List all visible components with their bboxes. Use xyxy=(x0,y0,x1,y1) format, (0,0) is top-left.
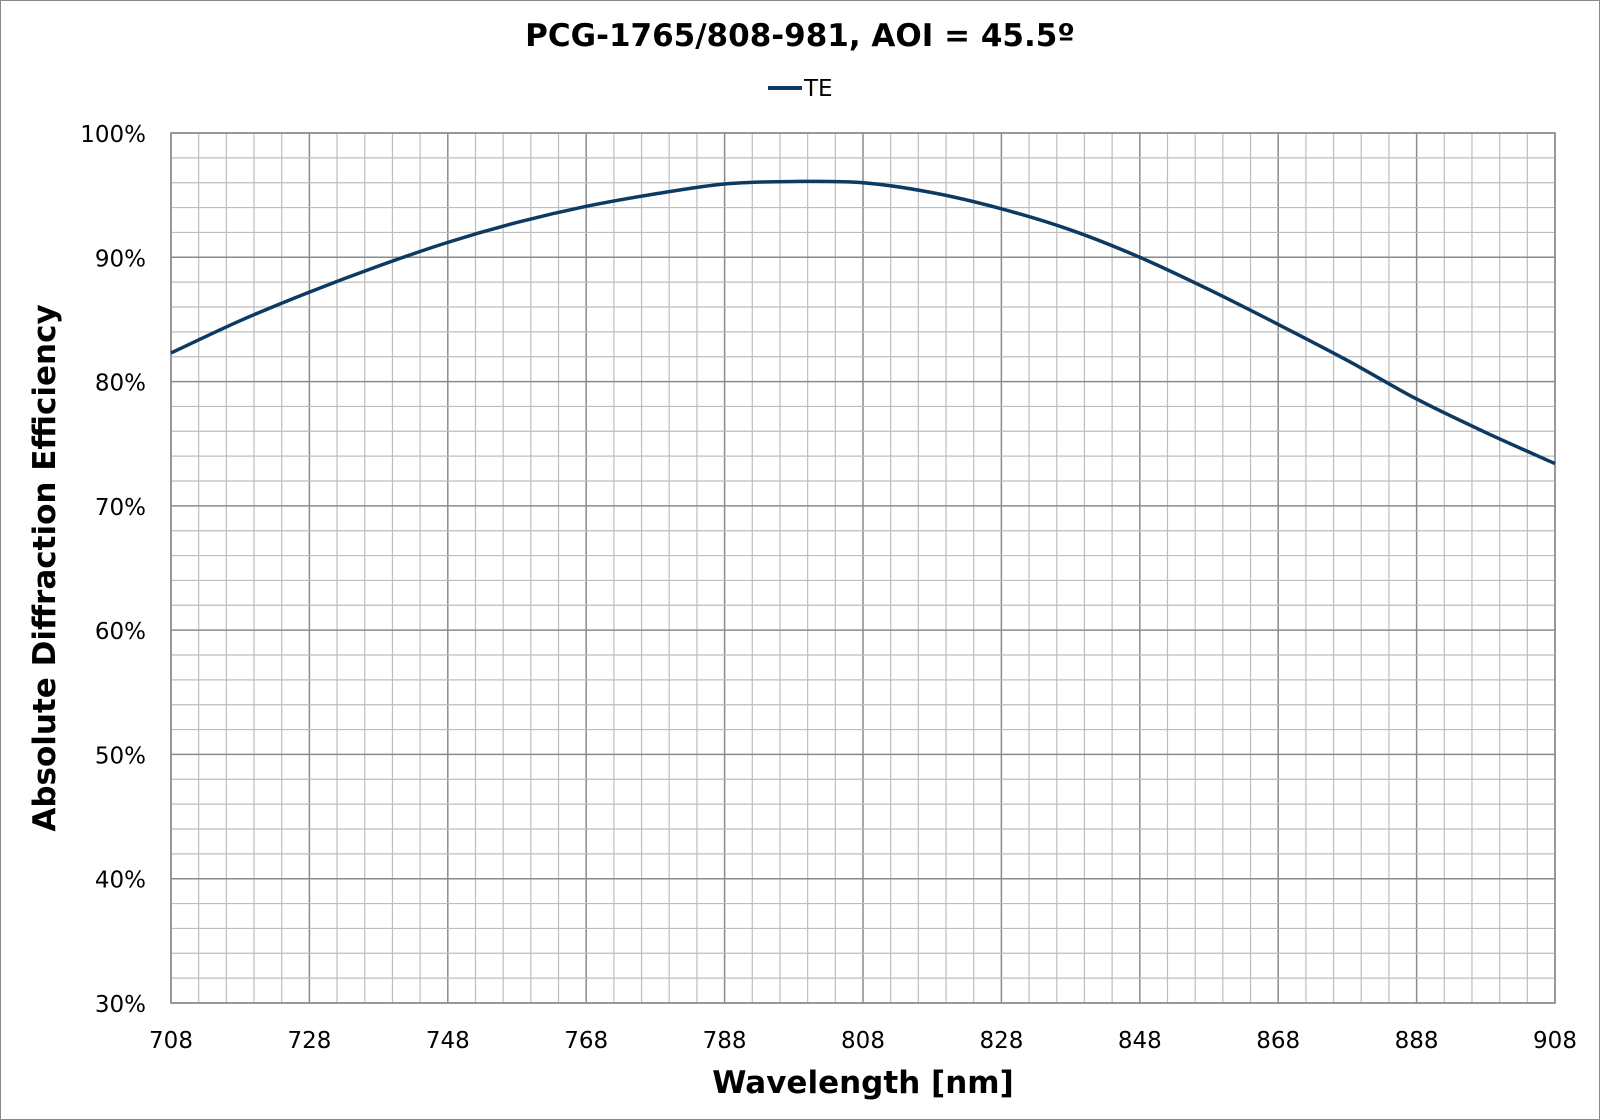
x-tick-label: 908 xyxy=(1533,1028,1577,1054)
x-tick-label: 828 xyxy=(979,1028,1023,1054)
series-layer xyxy=(170,179,1556,466)
legend-label-te: TE xyxy=(803,76,833,102)
x-tick-label: 888 xyxy=(1395,1028,1439,1054)
y-tick-label: 90% xyxy=(95,246,146,272)
y-tick-label: 50% xyxy=(95,743,146,769)
y-tick-label: 80% xyxy=(95,371,146,397)
x-tick-label: 848 xyxy=(1118,1028,1162,1054)
x-tick-label: 868 xyxy=(1256,1028,1300,1054)
chart-title: PCG-1765/808-981, AOI = 45.5º xyxy=(525,18,1075,54)
x-tick-labels: 708 728 748 768 788 808 828 848 868 888 908 xyxy=(149,1028,1577,1054)
series-line-te xyxy=(170,179,1556,466)
x-tick-label: 808 xyxy=(841,1028,885,1054)
x-tick-label: 708 xyxy=(149,1028,193,1054)
plot-area-border xyxy=(170,132,1556,1004)
x-axis-label: Wavelength [nm] xyxy=(712,1065,1014,1101)
x-tick-label: 748 xyxy=(426,1028,470,1054)
grid xyxy=(170,132,1556,1004)
y-tick-label: 100% xyxy=(80,122,146,148)
x-tick-label: 728 xyxy=(287,1028,331,1054)
y-tick-label: 40% xyxy=(95,868,146,894)
y-tick-label: 30% xyxy=(95,992,146,1018)
x-tick-label: 788 xyxy=(703,1028,747,1054)
y-axis-label: Absolute Diffraction Efficiency xyxy=(27,304,63,831)
y-tick-label: 60% xyxy=(95,619,146,645)
x-tick-label: 768 xyxy=(564,1028,608,1054)
legend: TE xyxy=(768,76,833,102)
y-tick-label: 70% xyxy=(95,495,146,521)
y-tick-labels: 30% 40% 50% 60% 70% 80% 90% 100% xyxy=(80,122,146,1018)
